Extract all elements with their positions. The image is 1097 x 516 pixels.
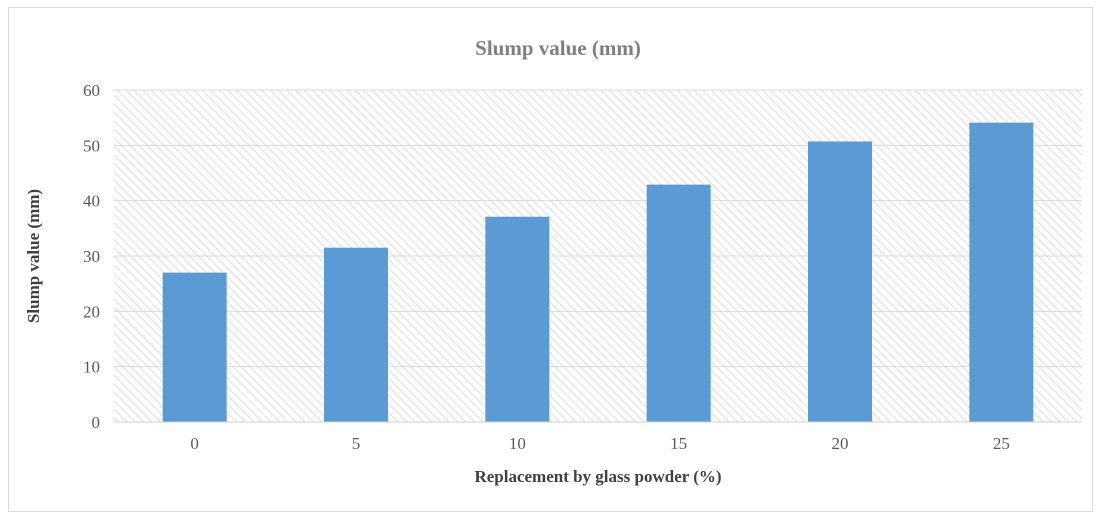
bar-10 [485,217,549,422]
bar-chart: Slump value (mm) 0 10 20 30 40 50 60 0 5 10 15 20 2… [9,8,1094,513]
y-axis-ticks: 0 10 20 30 40 50 60 [83,81,100,432]
y-axis-title: Slump value (mm) [24,189,43,323]
y-tick-label: 30 [83,247,100,266]
x-tick-label: 25 [993,434,1010,453]
y-tick-label: 0 [92,413,101,432]
x-tick-label: 5 [352,434,361,453]
x-tick-label: 0 [190,434,199,453]
bar-25 [969,123,1033,422]
y-tick-label: 10 [83,358,100,377]
bar-5 [324,248,388,422]
x-axis-title: Replacement by glass powder (%) [474,467,721,486]
y-tick-label: 40 [83,192,100,211]
y-tick-label: 20 [83,302,100,321]
bar-0 [163,273,227,422]
bar-20 [808,141,872,422]
x-tick-label: 15 [670,434,687,453]
x-tick-label: 10 [509,434,526,453]
chart-frame: Slump value (mm) 0 10 20 30 40 50 60 0 5 10 15 20 2… [8,7,1093,512]
y-tick-label: 60 [83,81,100,100]
bar-15 [647,185,711,422]
chart-title: Slump value (mm) [475,36,641,60]
x-tick-label: 20 [832,434,849,453]
y-tick-label: 50 [83,136,100,155]
x-axis-ticks: 0 5 10 15 20 25 [190,434,1009,453]
